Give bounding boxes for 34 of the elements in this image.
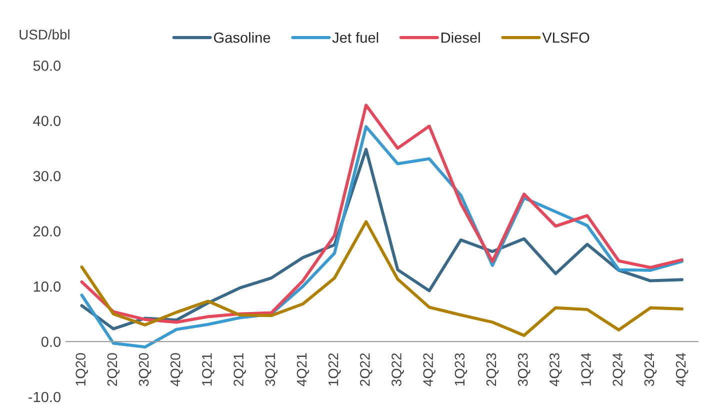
line-series	[80, 104, 684, 324]
x-tick-label: 3Q23	[518, 353, 530, 386]
y-tick-label: 20.0	[33, 226, 61, 237]
legend-label: VLSFO	[542, 32, 590, 43]
x-tick-label: 4Q22	[423, 353, 436, 386]
x-tick-label: 2Q24	[612, 353, 626, 386]
y-tick-label: 30.0	[33, 170, 61, 182]
y-axis-title: USD/bbl	[20, 29, 70, 40]
x-tick-label: 4Q20	[170, 353, 183, 386]
x-tick-label: 1Q24	[581, 353, 594, 386]
x-tick-label: 2Q20	[107, 353, 120, 386]
x-tick-label: 2Q22	[360, 353, 372, 386]
x-tick-label: 1Q23	[454, 353, 468, 386]
x-tick-label: 4Q24	[676, 353, 688, 386]
x-tick-label: 3Q20	[138, 353, 152, 386]
y-tick-label: 10.0	[34, 281, 61, 292]
x-tick-label: 1Q22	[328, 353, 341, 386]
y-tick-label: 0.0	[41, 336, 61, 347]
x-tick-label: 4Q21	[296, 353, 310, 386]
legend-label: Jet fuel	[332, 32, 378, 43]
x-tick-label: 3Q24	[644, 353, 657, 386]
legend-label: Diesel	[442, 32, 480, 43]
x-tick-label: 3Q21	[265, 353, 278, 386]
x-tick-label: 4Q23	[550, 353, 562, 386]
legend-label: Gasoline	[214, 32, 270, 43]
y-tick-label: 50.0	[33, 60, 61, 71]
line-series	[80, 220, 684, 337]
x-tick-label: 3Q22	[392, 353, 404, 386]
x-tick-label: 2Q23	[486, 353, 499, 386]
x-tick-label: 1Q20	[76, 353, 88, 386]
x-tick-label: 1Q21	[202, 353, 214, 386]
x-tick-label: 2Q21	[234, 353, 246, 386]
y-tick-label: 40.0	[33, 116, 61, 126]
y-tick-label: -10.0	[28, 392, 61, 402]
